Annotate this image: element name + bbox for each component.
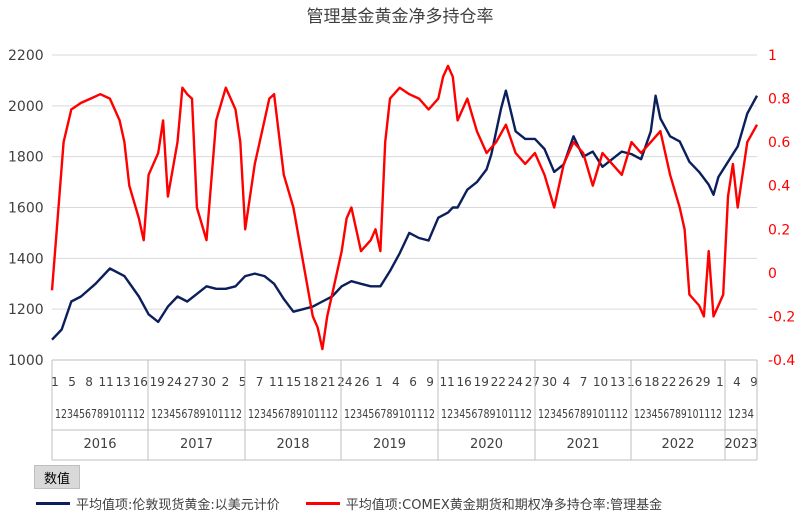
x-tick-month: 24	[337, 375, 352, 389]
legend-swatch-ratio	[305, 502, 340, 505]
x-tick-month: 27	[184, 375, 199, 389]
x-tick-year: 2020	[470, 437, 503, 452]
x-tick-month: 19	[474, 375, 489, 389]
left-tick-label: 1400	[8, 251, 44, 267]
x-tick-month: 24	[167, 375, 182, 389]
x-tick-month: 2	[222, 375, 230, 389]
gridlines	[52, 54, 757, 310]
x-tick-month: 10	[593, 375, 608, 389]
x-tick-year: 2023	[724, 437, 757, 452]
x-tick-month: 9	[426, 375, 434, 389]
x-tick-month: 11	[439, 375, 454, 389]
x-tick-month: 5	[239, 375, 247, 389]
legend-label-ratio: 平均值项:COMEX黄金期货和期权净多持仓率:管理基金	[345, 498, 663, 513]
x-tick-month: 1	[716, 375, 724, 389]
right-tick-label: 1	[768, 48, 777, 64]
x-tick-month: 4	[392, 375, 400, 389]
x-tick-year: 2018	[276, 437, 309, 452]
x-tick-month: 19	[150, 375, 165, 389]
x-tick-month: 15	[286, 375, 301, 389]
x-tick-month: 22	[491, 375, 506, 389]
right-tick-label: 0.2	[768, 222, 790, 238]
x-tick-month: 26	[354, 375, 369, 389]
x-tick-year: 2022	[661, 437, 694, 452]
left-tick-label: 1200	[8, 302, 44, 318]
x-tick-month: 29	[695, 375, 710, 389]
legend-item-ratio[interactable]: 平均值项:COMEX黄金期货和期权净多持仓率:管理基金	[305, 494, 663, 513]
x-tick-month-group: 123456789101112	[634, 407, 722, 421]
legend-swatch-gold	[36, 502, 70, 505]
x-tick-month: 16	[133, 375, 148, 389]
x-tick-month: 1	[51, 375, 59, 389]
right-tick-label: -0.2	[768, 309, 795, 325]
x-tick-month: 16	[457, 375, 472, 389]
x-tick-month: 1	[375, 375, 383, 389]
left-tick-label: 1000	[8, 353, 44, 369]
x-tick-month-group: 123456789101112	[344, 407, 435, 421]
left-tick-label: 2200	[8, 48, 44, 64]
x-tick-month-group: 123456789101112	[55, 407, 145, 421]
x-tick-month: 5	[68, 375, 76, 389]
x-axis: 1 5 8 11 13 16 19 24 27 30 2 5 7 11 15 18 21 24 26 1 4 6 9 11 16…	[51, 359, 758, 461]
left-tick-label: 1600	[8, 201, 44, 217]
x-tick-month: 21	[320, 375, 335, 389]
x-tick-month: 22	[661, 375, 676, 389]
legend: 平均值项:伦敦现货黄金:以美元计价 平均值项:COMEX黄金期货和期权净多持仓率…	[36, 494, 662, 513]
x-tick-month: 11	[269, 375, 284, 389]
right-axis: -0.4 -0.2 0 0.2 0.4 0.6 0.8 1	[768, 48, 795, 369]
x-tick-year: 2017	[180, 437, 213, 452]
right-tick-label: 0.6	[768, 135, 790, 151]
x-tick-month: 24	[508, 375, 523, 389]
x-tick-month: 4	[563, 375, 571, 389]
right-tick-label: -0.4	[768, 353, 795, 369]
x-tick-month: 27	[525, 375, 540, 389]
x-tick-month: 9	[750, 375, 758, 389]
right-tick-label: 0	[768, 266, 777, 282]
x-tick-month: 13	[116, 375, 131, 389]
left-axis: 1000 1200 1400 1600 1800 2000 2200	[8, 48, 44, 369]
x-tick-month: 8	[85, 375, 93, 389]
x-tick-month-group: 1234	[728, 407, 754, 421]
x-tick-month: 16	[627, 375, 642, 389]
x-tick-month: 7	[256, 375, 264, 389]
x-tick-month-group: 123456789101112	[538, 407, 628, 421]
legend-label-gold: 平均值项:伦敦现货黄金:以美元计价	[76, 498, 280, 513]
field-button[interactable]: 数值	[34, 465, 80, 489]
x-tick-month: 7	[580, 375, 588, 389]
left-tick-label: 2000	[8, 99, 44, 115]
left-tick-label: 1800	[8, 150, 44, 166]
legend-item-gold[interactable]: 平均值项:伦敦现货黄金:以美元计价	[36, 494, 280, 513]
right-tick-label: 0.4	[768, 179, 790, 195]
x-tick-month: 18	[644, 375, 659, 389]
x-tick-month-group: 123456789101112	[441, 407, 532, 421]
series-line-gold	[51, 89, 759, 341]
x-tick-year: 2016	[83, 437, 116, 452]
x-tick-month: 18	[303, 375, 318, 389]
x-tick-month: 13	[610, 375, 625, 389]
x-tick-month: 11	[99, 375, 114, 389]
x-tick-month: 30	[201, 375, 216, 389]
x-tick-month-group: 123456789101112	[151, 407, 242, 421]
x-tick-year: 2019	[373, 437, 406, 452]
x-tick-month: 6	[409, 375, 417, 389]
x-tick-month: 30	[542, 375, 557, 389]
x-tick-month: 4	[733, 375, 741, 389]
right-tick-label: 0.8	[768, 92, 790, 108]
series-line-ratio	[50, 64, 759, 351]
chart-title: 管理基金黄金净多持仓率	[307, 7, 494, 27]
x-tick-month-group: 123456789101112	[248, 407, 338, 421]
series-layer	[50, 64, 759, 351]
x-tick-month: 26	[678, 375, 693, 389]
x-tick-year: 2021	[566, 437, 599, 452]
